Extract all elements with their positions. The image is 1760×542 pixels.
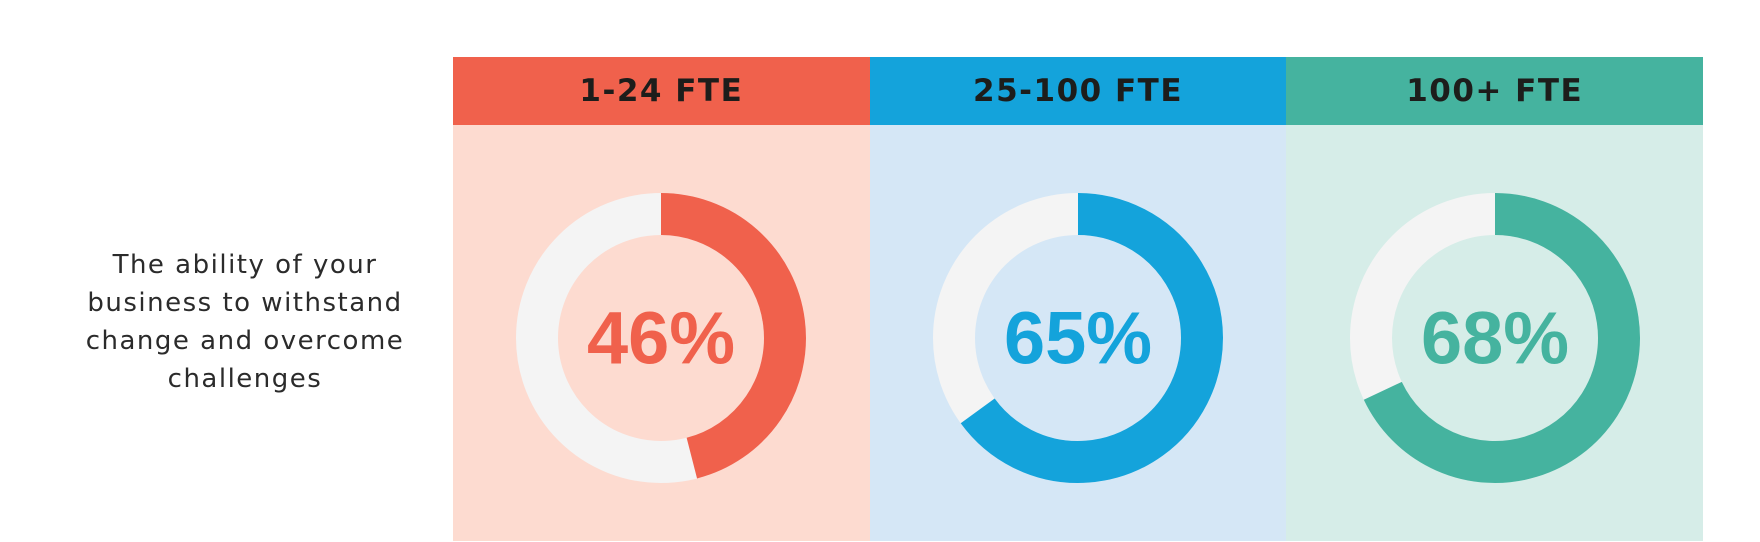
column-body: 68% (1286, 125, 1704, 541)
column-body: 65% (869, 125, 1287, 541)
column-header: 25-100 FTE (869, 57, 1287, 125)
row-label: The ability of your business to withstan… (85, 250, 405, 394)
column-header: 1-24 FTE (453, 57, 870, 125)
column-1-24-fte: 1-24 FTE 46% (453, 57, 870, 541)
column-25-100-fte: 25-100 FTE 65% (869, 57, 1287, 541)
donut-value-label: 46% (587, 297, 735, 380)
donut-value-arc (960, 193, 1223, 483)
donut-value-arc (1363, 193, 1640, 483)
donut-chart: 68% (1349, 193, 1640, 483)
donut-value-arc (660, 193, 807, 479)
donut-chart: 46% (516, 193, 807, 483)
column-header: 100+ FTE (1286, 57, 1704, 125)
donut-chart: 65% (933, 193, 1223, 483)
donut-value-label: 65% (1004, 297, 1152, 380)
column-100-plus-fte: 100+ FTE 68% (1286, 57, 1704, 541)
column-body: 46% (453, 125, 870, 541)
donut-value-label: 68% (1421, 297, 1569, 380)
fte-comparison-table: 1-24 FTE 46% 25-100 FTE 65% 100+ FTE 68% (453, 57, 1704, 541)
